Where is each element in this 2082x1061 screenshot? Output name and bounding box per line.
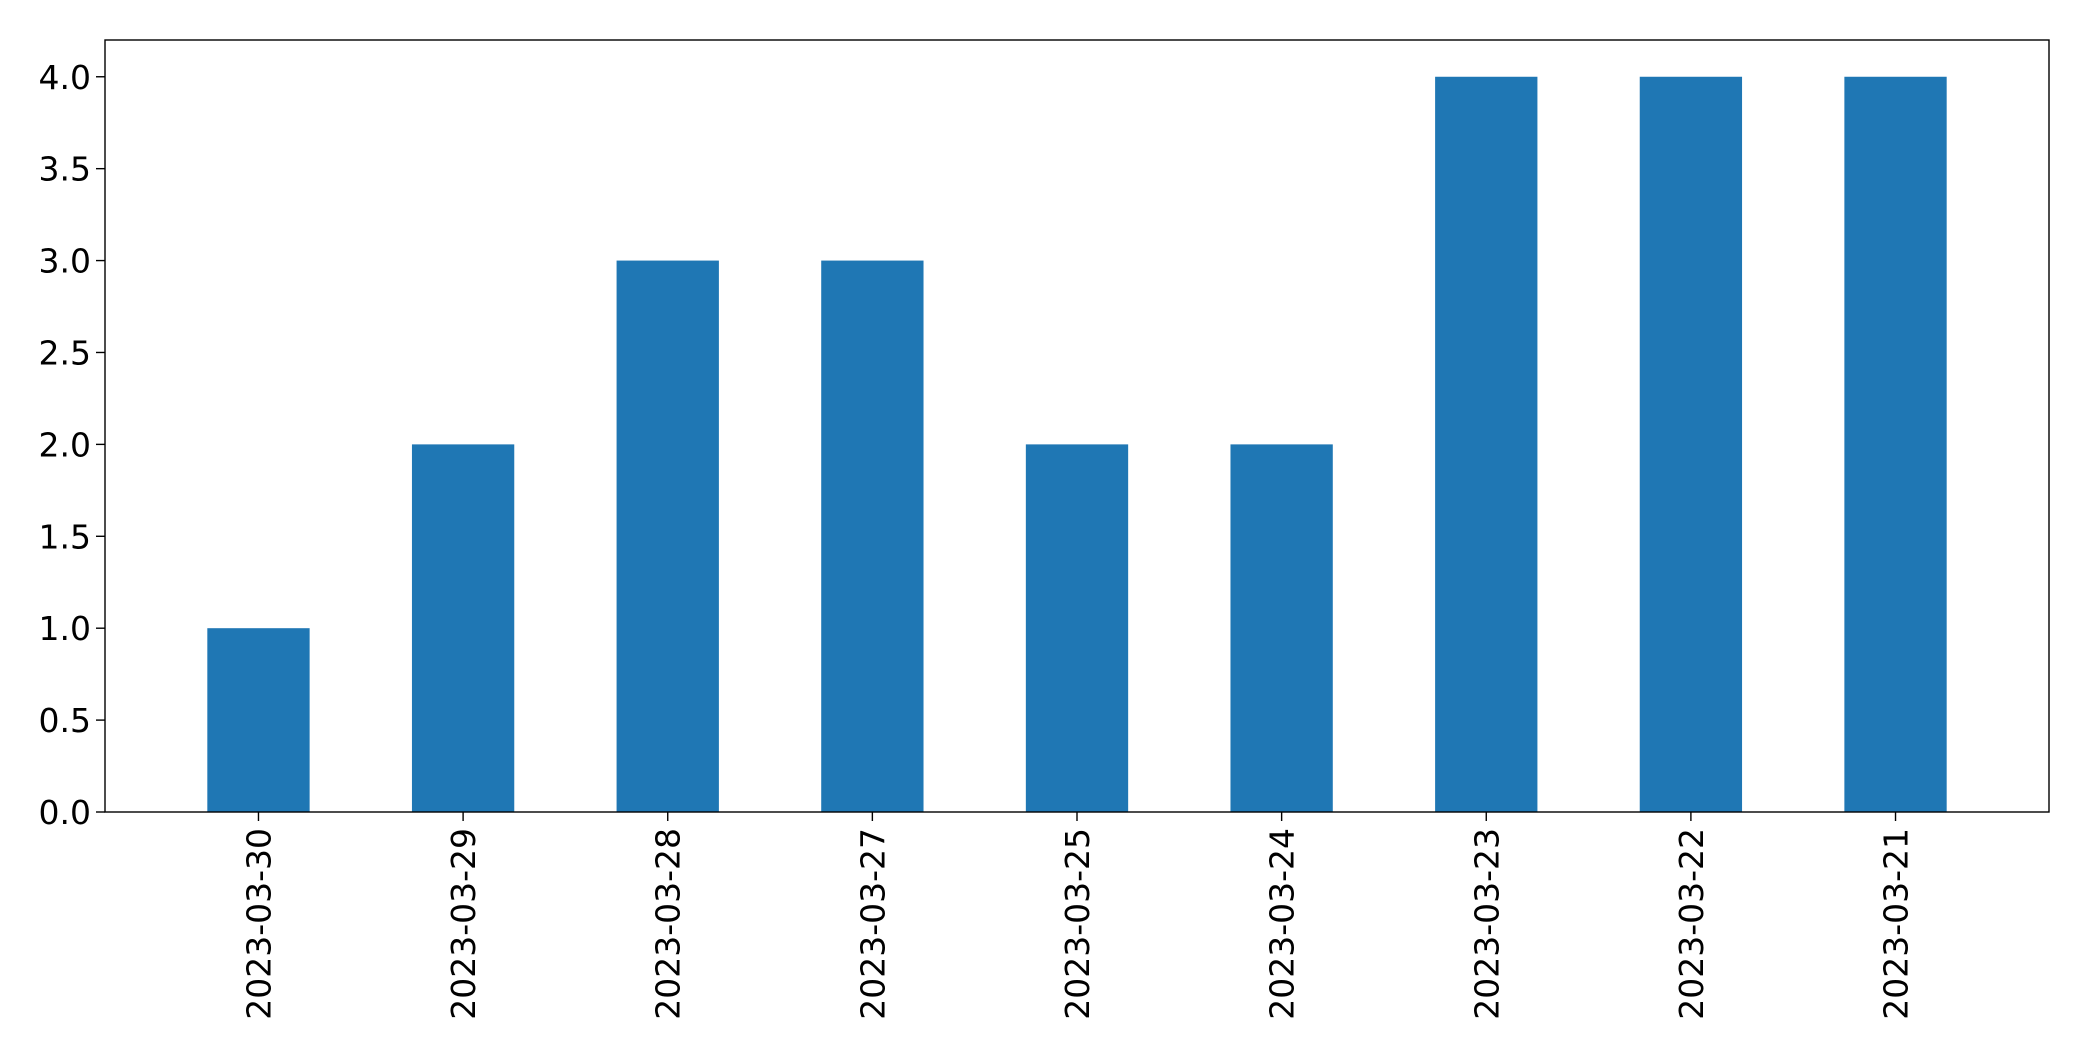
bar-2023-03-22: [1639, 76, 1743, 812]
y-tick-label: 0.5: [39, 701, 91, 740]
x-tick-label: 2023-03-29: [444, 828, 483, 1020]
plot-frame: [104, 39, 2050, 813]
bar-2023-03-27: [821, 260, 924, 813]
bar-2023-03-23: [1435, 76, 1538, 812]
bar-2023-03-25: [1025, 444, 1129, 812]
x-tick-label: 2023-03-27: [853, 828, 892, 1020]
x-tick-label: 2023-03-30: [239, 828, 278, 1020]
x-tick-label: 2023-03-24: [1263, 828, 1302, 1020]
y-tick-label: 4.0: [39, 58, 91, 97]
x-axis: 2023-03-30 2023-03-29 2023-03-28 2023-03-27…: [239, 812, 1916, 1020]
y-tick-label: 2.5: [39, 333, 91, 372]
bar-2023-03-28: [616, 260, 719, 813]
bar-2023-03-30: [207, 628, 310, 812]
y-tick-label: 3.0: [39, 242, 91, 281]
x-tick-label: 2023-03-21: [1877, 828, 1916, 1020]
y-axis: 0.0 0.5 1.0 1.5 2.0 2.5 3.0 3.5 4.0: [39, 58, 105, 832]
y-tick-label: 1.0: [39, 609, 91, 648]
x-tick-label: 2023-03-25: [1058, 828, 1097, 1020]
bar-2023-03-29: [411, 444, 515, 812]
y-tick-label: 2.0: [39, 425, 91, 464]
y-tick-label: 1.5: [39, 517, 91, 556]
x-tick-label: 2023-03-28: [649, 828, 688, 1020]
bar-2023-03-21: [1844, 76, 1947, 812]
y-tick-label: 0.0: [39, 793, 91, 832]
y-tick-label: 3.5: [39, 150, 91, 189]
bar-2023-03-24: [1230, 444, 1333, 812]
bars-group: [207, 76, 1947, 813]
x-tick-label: 2023-03-22: [1672, 828, 1711, 1020]
x-tick-label: 2023-03-23: [1467, 828, 1506, 1020]
